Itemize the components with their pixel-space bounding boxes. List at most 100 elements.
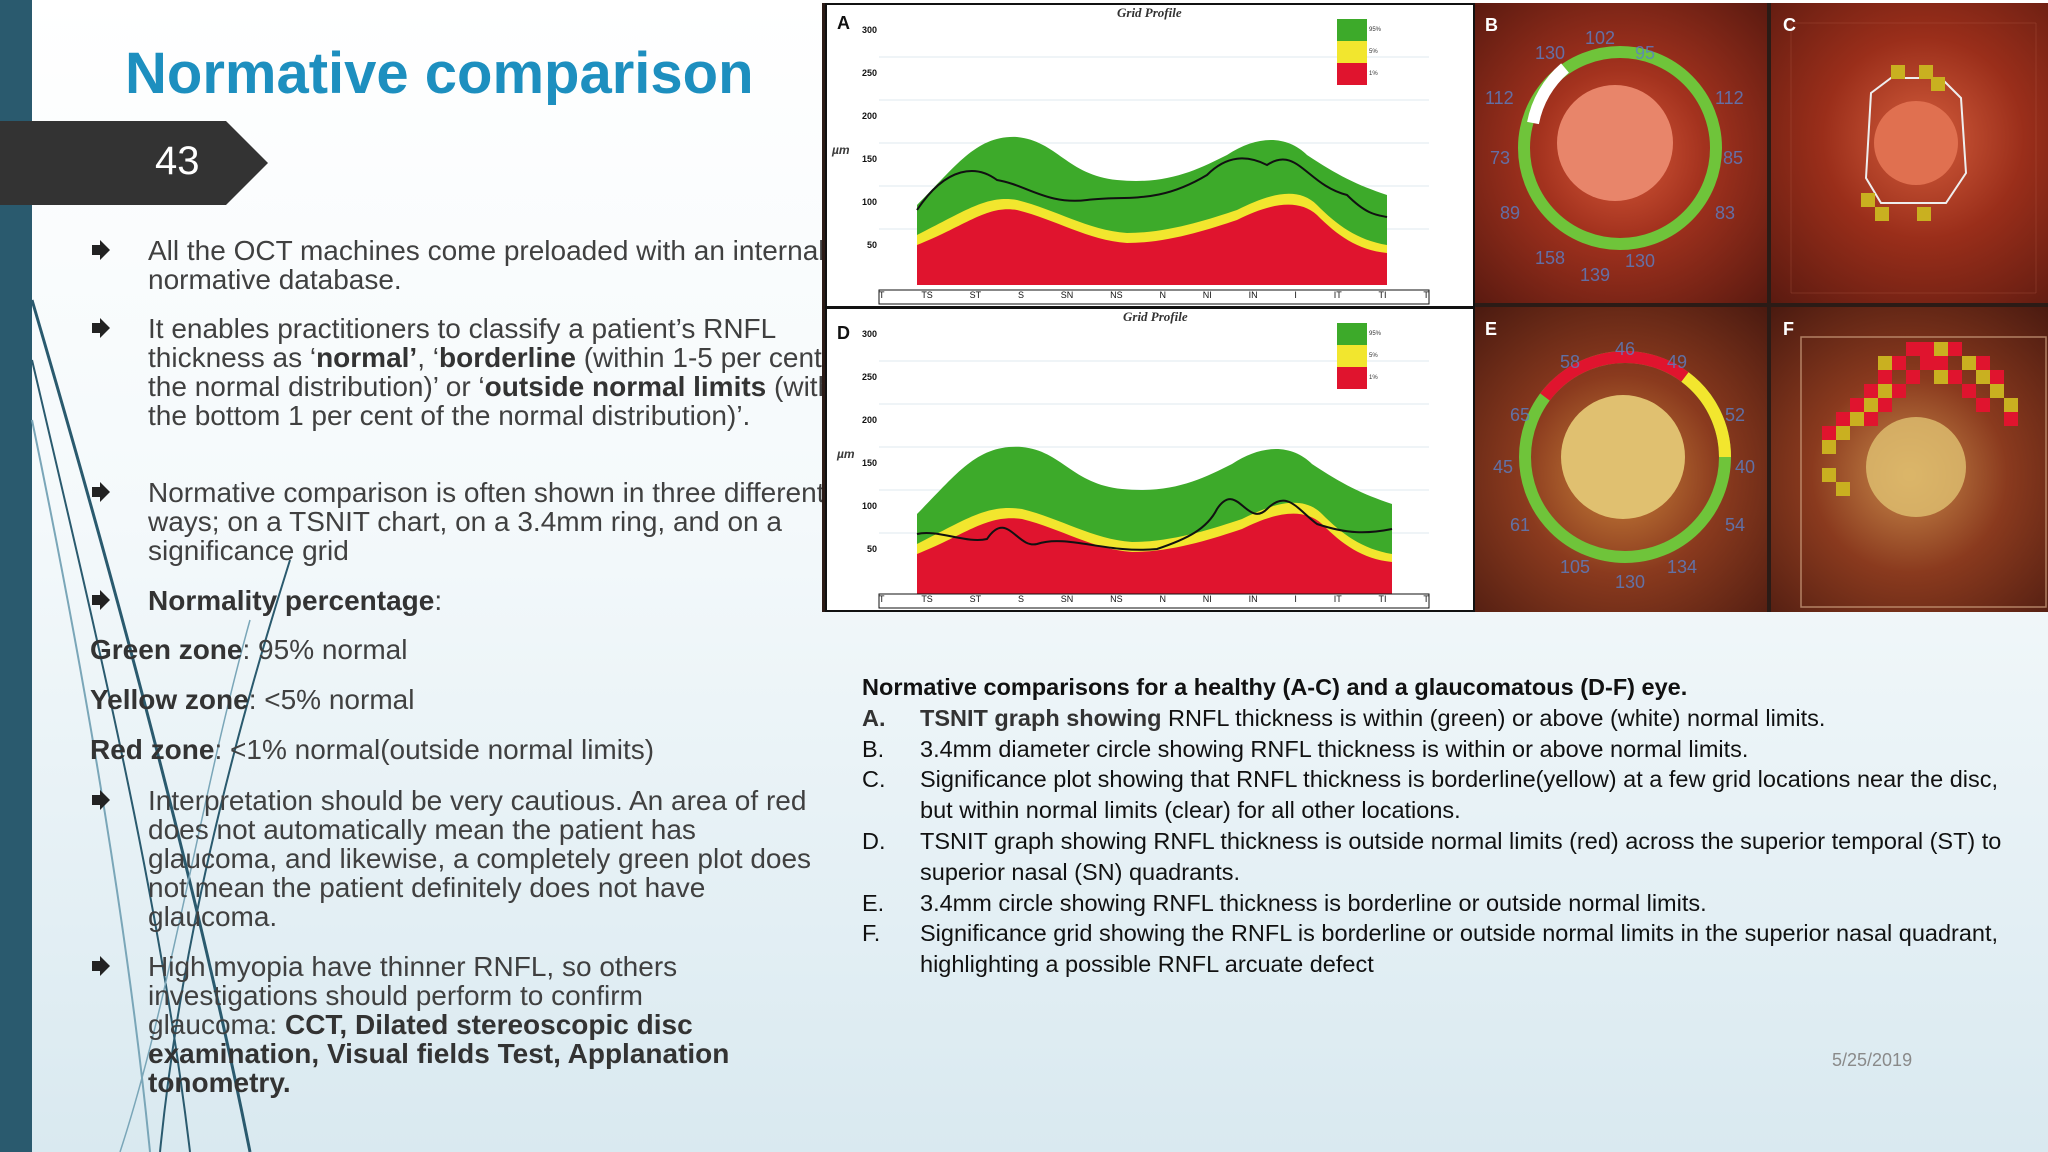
zone-red: Red zone: <1% normal(outside normal limi…: [90, 734, 654, 766]
caption-item: D. TSNIT graph showing RNFL thickness is …: [862, 826, 2012, 888]
zone-text: : 95% normal: [242, 634, 408, 665]
zone-yellow: Yellow zone: <5% normal: [90, 684, 414, 716]
ring-value: 46: [1615, 339, 1636, 359]
arrow-bullet-icon: [92, 318, 110, 338]
x-tick-label: I: [1294, 290, 1297, 300]
ring-value: 158: [1535, 248, 1566, 268]
caption-heading: Normative comparisons for a healthy (A-C…: [862, 674, 1688, 700]
normality-percentage-heading: Normality percentage: [148, 585, 435, 616]
y-tick-label: 100: [861, 501, 877, 511]
x-tick-label: TS: [921, 594, 933, 604]
panel-label-b: B: [1485, 15, 1498, 35]
x-tick-label: ST: [969, 290, 982, 300]
x-tick-label: T: [1423, 290, 1429, 300]
legend-values: 95% 5% 1%: [1369, 19, 1381, 85]
y-tick-label: 200: [861, 415, 877, 425]
arrow-bullet-icon: [92, 240, 110, 260]
zone-label: Red zone: [90, 734, 215, 765]
bullet-text: High myopia have thinner RNFL, so others…: [148, 951, 678, 1040]
bullet-text: Normative comparison is often shown in t…: [148, 477, 825, 566]
panel-b-ring-healthy: B 130 102 95 112 73 89 158 139 130 112 8…: [1475, 3, 1767, 303]
oct-figure: A Grid Profile µm 300 250 200 150 100 50 95% 5…: [822, 3, 2048, 612]
ring-value: 112: [1485, 88, 1514, 108]
ring-value: 45: [1493, 457, 1514, 477]
bullet-text: , ‘: [417, 342, 439, 373]
bullet-bold-text: CCT, Dilated stereoscopic disc examinati…: [148, 1009, 730, 1098]
ring-value: 139: [1580, 265, 1611, 285]
zone-green: Green zone: 95% normal: [90, 634, 407, 666]
y-axis-label: µm: [832, 143, 850, 157]
x-tick-label: I: [1294, 594, 1297, 604]
caption-item: A. TSNIT graph showing RNFL thickness is …: [862, 703, 2012, 734]
panel-label-d: D: [837, 323, 850, 343]
y-tick-label: 50: [866, 544, 877, 554]
y-ticks: 300 250 200 150 100 50: [857, 313, 877, 571]
ring-value: 105: [1560, 557, 1591, 577]
ring-value: 73: [1490, 148, 1511, 168]
ring-value: 52: [1725, 405, 1746, 425]
ring-value: 83: [1715, 203, 1736, 223]
arrow-bullet-icon: [92, 790, 110, 810]
ring-values: 58 46 49 65 52 45 40 61 54 105 130 134: [1475, 307, 1767, 612]
x-tick-label: N: [1159, 290, 1166, 300]
slide-number-badge: 43: [0, 121, 268, 205]
x-tick-label: IT: [1333, 594, 1342, 604]
x-tick-label: TI: [1378, 594, 1387, 604]
graph-title: Grid Profile: [1117, 5, 1182, 20]
y-ticks: 300 250 200 150 100 50: [857, 9, 877, 267]
term-borderline: borderline: [439, 342, 576, 373]
caption-item: E. 3.4mm circle showing RNFL thickness is…: [862, 888, 2012, 919]
caption-item: F. Significance grid showing the RNFL is …: [862, 918, 2012, 980]
x-tick-label: S: [1017, 290, 1024, 300]
ring-value: 40: [1735, 457, 1756, 477]
legend-values: 95% 5% 1%: [1369, 323, 1381, 389]
panel-label-e: E: [1485, 319, 1498, 339]
caption-text: TSNIT graph showing RNFL thickness is ou…: [920, 827, 2002, 885]
bullet-text: All the OCT machines come preloaded with…: [148, 235, 825, 295]
x-tick-label: ST: [969, 594, 982, 604]
caption-text: RNFL thickness is within (green) or abov…: [1161, 704, 1826, 731]
caption-letter: E.: [862, 889, 885, 916]
bullet-text: :: [434, 585, 443, 616]
legend-value: 5%: [1369, 49, 1378, 55]
caption-letter: B.: [862, 735, 885, 762]
arrow-bullet-icon: [92, 956, 110, 976]
panel-e-ring-glaucoma: E 58 46 49 65 52 45 40 61 54 105 130 134: [1475, 307, 1767, 612]
bullet-text: It enables practitioners to classify a p…: [148, 313, 776, 373]
zone-label: Yellow zone: [90, 684, 249, 715]
caption-bold-text: TSNIT graph showing: [920, 704, 1162, 731]
panel-c-significance-grid-healthy: C: [1771, 3, 2048, 303]
caption-text: 3.4mm diameter circle showing RNFL thick…: [920, 735, 1749, 762]
y-tick-label: 50: [866, 240, 877, 250]
legend-value: 95%: [1369, 331, 1382, 337]
y-tick-label: 300: [861, 25, 877, 35]
caption-text: Significance plot showing that RNFL thic…: [920, 766, 1999, 824]
zone-text: : <5% normal: [248, 684, 415, 715]
ring-value: 134: [1667, 557, 1698, 577]
term-outside-normal-limits: outside normal limits: [484, 371, 767, 402]
panel-label-a: A: [837, 13, 850, 33]
caption-letter: A.: [862, 704, 886, 731]
x-tick-label: NS: [1110, 290, 1123, 300]
ring-values: 130 102 95 112 73 89 158 139 130 112 85 …: [1475, 3, 1767, 303]
x-tick-label: SN: [1060, 290, 1074, 300]
y-tick-label: 250: [861, 372, 877, 382]
ring-value: 61: [1510, 515, 1531, 535]
caption-text: 3.4mm circle showing RNFL thickness is b…: [920, 889, 1707, 916]
legend-value: 1%: [1369, 375, 1378, 381]
arrow-bullet-icon: [92, 482, 110, 502]
x-tick-label: T: [879, 290, 885, 300]
y-tick-label: 150: [861, 154, 877, 164]
x-tick-label: SN: [1060, 594, 1074, 604]
ring-value: 54: [1725, 515, 1746, 535]
slide-date: 5/25/2019: [1832, 1050, 1913, 1070]
y-tick-label: 250: [861, 68, 877, 78]
caption-item: C. Significance plot showing that RNFL th…: [862, 764, 2012, 826]
term-normal: normal’: [316, 342, 418, 373]
panel-label-c: C: [1783, 15, 1796, 35]
ring-value: 49: [1667, 352, 1688, 372]
ring-value: 130: [1615, 572, 1646, 592]
ring-value: 130: [1625, 251, 1656, 271]
x-ticks: T TS ST S SN NS N NI IN I IT TI T: [879, 290, 1429, 300]
slide-title: Normative comparison: [125, 41, 754, 106]
